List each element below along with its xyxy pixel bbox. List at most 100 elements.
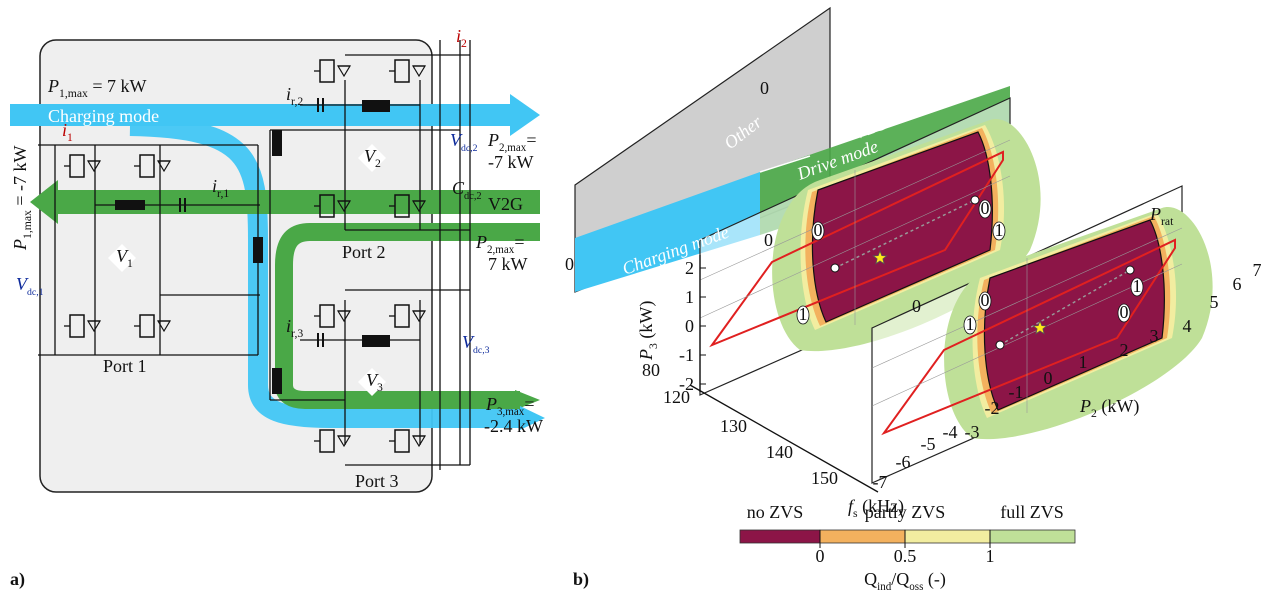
label-part: 1: [67, 131, 73, 144]
label: 140: [766, 442, 793, 462]
inductor: [115, 200, 145, 210]
label: 0: [685, 316, 694, 336]
label-part: dc,2: [464, 191, 482, 202]
label-part: oss: [909, 581, 923, 593]
label: Vdc,2: [450, 130, 478, 154]
label-part: P: [1149, 204, 1161, 224]
label: 1: [685, 287, 694, 307]
label: Port 2: [342, 242, 386, 262]
label: -1: [679, 345, 694, 365]
operating-point: [1126, 266, 1134, 274]
label-part: (kW): [1097, 396, 1139, 417]
label: 0: [981, 198, 990, 218]
label: P3 (kW): [636, 301, 660, 361]
label: 0: [1044, 368, 1053, 388]
colorbar-segment: [740, 530, 820, 543]
label: 150: [811, 468, 838, 488]
label: b): [573, 569, 589, 590]
label-part: (kW): [636, 301, 657, 343]
label: partly ZVS: [865, 502, 946, 522]
label: P2 (kW): [1079, 396, 1139, 420]
label-part: dc,1: [27, 287, 44, 298]
label-part: (-): [923, 569, 945, 590]
label: 1: [1133, 276, 1142, 296]
label: 0.5: [894, 546, 917, 566]
label: a): [10, 569, 25, 590]
label: V2G: [488, 194, 523, 214]
label: 6: [1233, 274, 1242, 294]
label: 0: [565, 254, 574, 274]
label: -7: [873, 472, 888, 492]
label: full ZVS: [1000, 502, 1064, 522]
inductor: [362, 100, 390, 112]
label: 1: [995, 220, 1004, 240]
label-part: ind: [877, 581, 892, 593]
label: no ZVS: [747, 502, 804, 522]
label: -1: [1009, 382, 1024, 402]
label-part: = -7 kW: [10, 145, 30, 210]
label-part: 1: [127, 257, 133, 270]
label-part: P: [485, 394, 497, 414]
label: Port 3: [355, 471, 399, 491]
label: -2: [985, 398, 1000, 418]
label-part: =: [514, 232, 524, 252]
label-part: 3: [377, 381, 383, 394]
label: P1,max = -7 kW: [10, 145, 34, 251]
label-part: r,2: [291, 95, 303, 108]
label: 120: [663, 387, 690, 407]
label-part: P: [475, 232, 487, 252]
label: 1: [986, 546, 995, 566]
label: i2: [456, 26, 467, 50]
label: 1: [799, 304, 808, 324]
label: Vdc,3: [462, 332, 490, 356]
label: 5: [1210, 292, 1219, 312]
label: 0: [1120, 302, 1129, 322]
label: -7 kW: [488, 152, 533, 172]
label-part: rat: [1161, 215, 1174, 228]
operating-point: [831, 264, 839, 272]
figure: P1,max = 7 kWCharging modeP1,max = -7 kW…: [0, 0, 1275, 595]
label-part: P: [487, 130, 499, 150]
label-part: =: [526, 130, 536, 150]
label-part: dc,2: [461, 143, 478, 154]
label-part: dc,3: [473, 345, 490, 356]
inductor: [272, 368, 282, 394]
label: 2: [685, 258, 694, 278]
label: 1: [1079, 352, 1088, 372]
label: -4: [943, 422, 958, 442]
label-part: r,3: [291, 327, 303, 340]
label: 4: [1183, 316, 1192, 336]
label: 3: [1150, 326, 1159, 346]
label-part: = 7 kW: [88, 76, 147, 96]
label-part: r,1: [217, 187, 229, 200]
label: 7: [1253, 260, 1262, 280]
label-part: =: [524, 394, 534, 414]
label: -5: [921, 434, 936, 454]
label: 1: [966, 314, 975, 334]
label: 130: [720, 416, 747, 436]
label-part: /Q: [891, 569, 909, 589]
label-part: 1,max: [59, 87, 88, 100]
inductor: [272, 130, 282, 156]
label: Qind/Qoss (-): [864, 569, 946, 593]
label-part: 2: [461, 37, 467, 50]
label: Port 1: [103, 356, 147, 376]
label-part: P: [1079, 396, 1091, 416]
inductor: [362, 335, 390, 347]
label: -3: [965, 422, 980, 442]
operating-point: [971, 196, 979, 204]
label: 0: [981, 290, 990, 310]
label-part: P: [47, 76, 59, 96]
label: 0: [764, 230, 773, 250]
inductor: [253, 237, 263, 263]
label-part: Q: [864, 569, 877, 589]
label: -2.4 kW: [484, 416, 543, 436]
label: 7 kW: [488, 254, 528, 274]
label: 0: [912, 296, 921, 316]
label: 0: [760, 78, 769, 98]
label-part: 2: [375, 157, 381, 170]
colorbar-segment: [820, 530, 905, 543]
label: 80: [642, 360, 660, 380]
label: 0: [814, 220, 823, 240]
label: 0: [816, 546, 825, 566]
